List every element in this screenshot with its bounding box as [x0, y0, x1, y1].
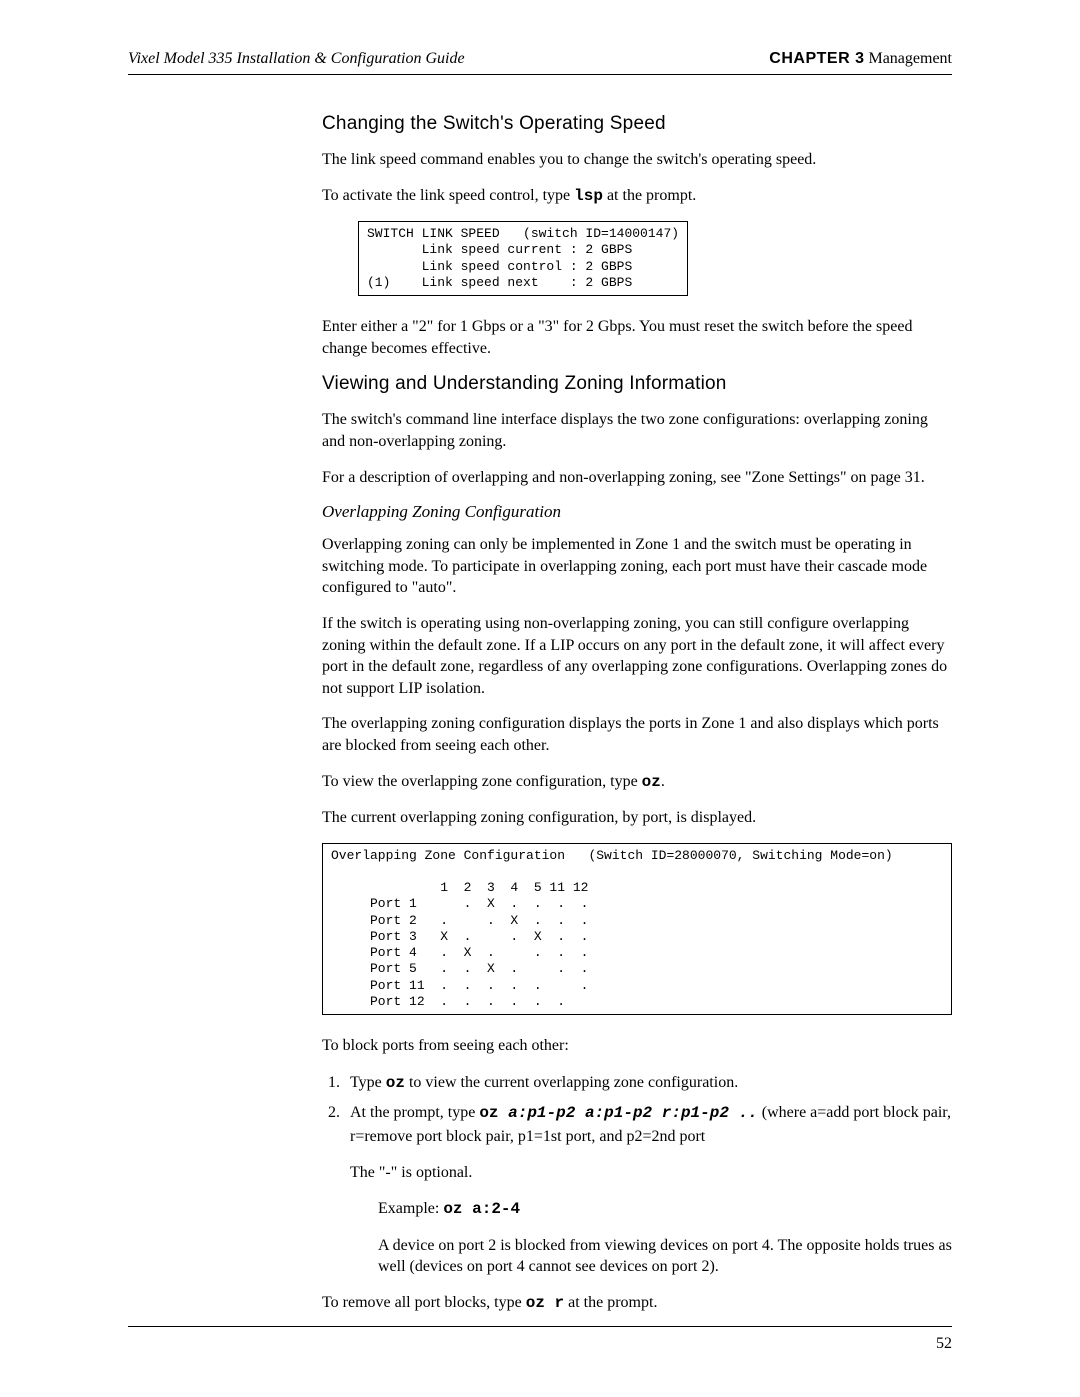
example-line: Example: oz a:2-4 [378, 1198, 952, 1221]
body-text: To view the overlapping zone configurati… [322, 771, 952, 794]
body-text: Enter either a "2" for 1 Gbps or a "3" f… [322, 316, 952, 359]
body-text: To activate the link speed control, type… [322, 185, 952, 208]
chapter-title: Management [864, 50, 952, 67]
subsection-heading-overlapping: Overlapping Zoning Configuration [322, 502, 952, 522]
list-item: At the prompt, type oz a:p1-p2 a:p1-p2 r… [344, 1101, 952, 1148]
page-number: 52 [936, 1335, 952, 1352]
body-text: The switch's command line interface disp… [322, 409, 952, 452]
inline-args: a:p1-p2 a:p1-p2 r:p1-p2 .. [508, 1104, 758, 1122]
example-text: A device on port 2 is blocked from viewi… [378, 1235, 952, 1278]
body-text: The link speed command enables you to ch… [322, 149, 952, 171]
document-page: Vixel Model 335 Installation & Configura… [0, 0, 1080, 1397]
page-content: Changing the Switch's Operating Speed Th… [322, 113, 952, 1314]
inline-command: oz [386, 1074, 405, 1092]
section-heading-zoning: Viewing and Understanding Zoning Informa… [322, 373, 952, 395]
header-chapter: CHAPTER 3 Management [769, 50, 952, 68]
body-text: Overlapping zoning can only be implement… [322, 534, 952, 599]
code-output-zoning: Overlapping Zone Configuration (Switch I… [322, 843, 952, 1016]
body-text: The "-" is optional. [350, 1162, 952, 1184]
header-guide-title: Vixel Model 335 Installation & Configura… [128, 50, 465, 68]
chapter-label: CHAPTER 3 [769, 50, 864, 67]
list-item: Type oz to view the current overlapping … [344, 1071, 952, 1095]
body-text: If the switch is operating using non-ove… [322, 613, 952, 699]
inline-command: lsp [574, 187, 603, 205]
body-text: For a description of overlapping and non… [322, 467, 952, 489]
inline-command: oz r [526, 1294, 564, 1312]
steps-list: Type oz to view the current overlapping … [322, 1071, 952, 1149]
code-output-linkspeed: SWITCH LINK SPEED (switch ID=14000147) L… [358, 221, 688, 296]
section-heading-speed: Changing the Switch's Operating Speed [322, 113, 952, 135]
body-text: The current overlapping zoning configura… [322, 807, 952, 829]
body-text: To remove all port blocks, type oz r at … [322, 1292, 952, 1315]
inline-command: oz [642, 773, 661, 791]
page-footer: 52 [128, 1326, 952, 1353]
body-text: To block ports from seeing each other: [322, 1035, 952, 1057]
page-header: Vixel Model 335 Installation & Configura… [128, 50, 952, 75]
body-text: The overlapping zoning configuration dis… [322, 713, 952, 756]
inline-command: oz [479, 1104, 508, 1122]
inline-command: oz a:2-4 [443, 1200, 520, 1218]
